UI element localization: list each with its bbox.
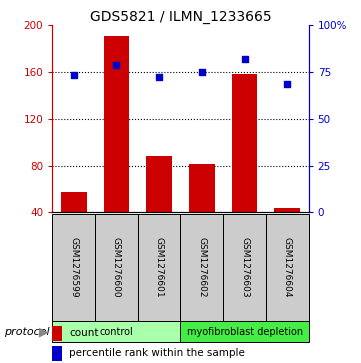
- Bar: [95, 214, 138, 321]
- Point: [199, 69, 205, 75]
- Bar: [180, 214, 223, 321]
- Text: GSM1276601: GSM1276601: [155, 237, 164, 298]
- Text: control: control: [100, 327, 133, 337]
- Text: GSM1276603: GSM1276603: [240, 237, 249, 298]
- Point: [284, 81, 290, 87]
- Bar: [189, 164, 215, 212]
- Text: protocol: protocol: [4, 327, 49, 337]
- Text: GSM1276600: GSM1276600: [112, 237, 121, 298]
- Title: GDS5821 / ILMN_1233665: GDS5821 / ILMN_1233665: [90, 11, 271, 24]
- Point: [242, 56, 247, 62]
- Text: GSM1276604: GSM1276604: [283, 237, 292, 298]
- Bar: [52, 326, 62, 341]
- Bar: [104, 36, 129, 212]
- Bar: [146, 156, 172, 212]
- Text: count: count: [69, 329, 99, 338]
- Bar: [138, 214, 180, 321]
- Bar: [52, 214, 95, 321]
- Bar: [223, 214, 266, 321]
- Point: [113, 62, 119, 68]
- Bar: [52, 321, 180, 342]
- Point: [156, 74, 162, 80]
- Bar: [180, 321, 309, 342]
- Point: [71, 72, 77, 78]
- Bar: [61, 192, 87, 212]
- Text: myofibroblast depletion: myofibroblast depletion: [187, 327, 303, 337]
- Bar: [274, 208, 300, 212]
- Bar: [232, 74, 257, 212]
- Bar: [52, 346, 62, 361]
- Bar: [266, 214, 309, 321]
- Text: GSM1276599: GSM1276599: [69, 237, 78, 298]
- Text: percentile rank within the sample: percentile rank within the sample: [69, 348, 245, 358]
- Text: GSM1276602: GSM1276602: [197, 237, 206, 298]
- Text: ▶: ▶: [39, 325, 49, 338]
